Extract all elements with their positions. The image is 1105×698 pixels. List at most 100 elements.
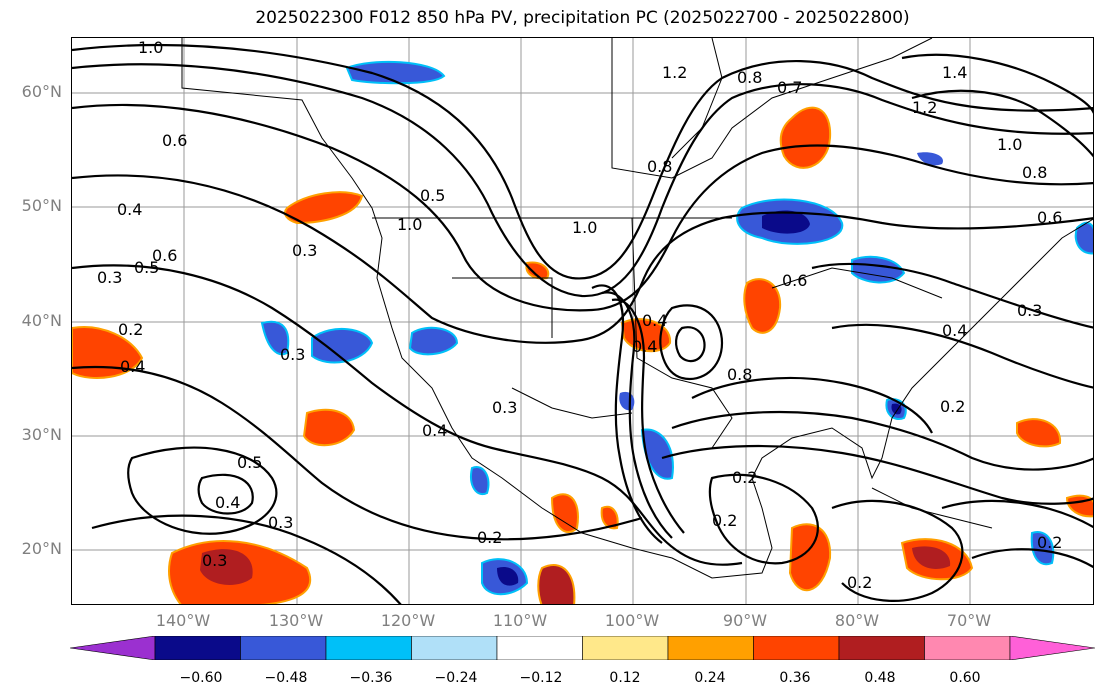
contour-label: 0.4 [422,421,447,440]
colorbar-segment [240,636,327,660]
contour-label: 0.2 [712,511,737,530]
pos-blob-ohio [743,278,782,334]
lon-label-70w: 70°W [946,611,992,630]
map-canvas: 1.0 1.2 0.8 0.7 1.4 1.2 1.0 0.8 0.6 0.5 … [72,38,1093,604]
colorbar-tick: 0.24 [694,670,726,686]
lat-label-60n: 60°N [21,82,62,101]
contour-label: 0.8 [727,365,752,384]
contour-label: 0.6 [162,131,187,150]
lat-label-40n: 40°N [21,311,62,330]
pos-blob-pac-mid [302,408,356,447]
pos-blob-mexico [550,493,579,534]
pos-blob-pac-south [537,563,576,604]
lon-label-100w: 100°W [604,611,660,630]
contour-label: 0.4 [632,337,657,356]
contour-label: 0.2 [732,468,757,487]
coastlines [181,38,1093,579]
lon-label-120w: 120°W [380,611,436,630]
contour-label: 1.4 [942,63,967,82]
neg-core-pac-south [497,566,519,586]
neg-blob-north [345,60,446,85]
contour-label: 0.8 [1022,163,1047,182]
contour-label: 1.2 [912,98,937,117]
pos-blob-pnw [284,191,364,225]
contour-label: 0.6 [782,271,807,290]
colorbar-segment [496,636,583,660]
neg-blob-gulf-ca [470,466,490,496]
colorbar-tick: −0.24 [434,670,478,686]
pos-blob-west-edge [72,326,144,379]
colorbar [70,636,1095,660]
contour-label: 0.2 [1037,533,1062,552]
pos-core-caribbean [912,546,951,569]
neg-blob-great-lakes [851,255,906,284]
contour-label: 0.3 [202,551,227,570]
pos-blob-atl [1016,418,1062,448]
pos-blob-central-am [788,523,832,592]
lat-label-30n: 30°N [21,425,62,444]
colorbar-segment [667,636,754,660]
contour-label: 1.0 [397,215,422,234]
pos-blob-mexico2 [600,505,619,530]
contour-labels: 1.0 1.2 0.8 0.7 1.4 1.2 1.0 0.8 0.6 0.5 … [97,38,1062,592]
contour-label: 0.3 [280,345,305,364]
contour-label: 0.4 [215,493,240,512]
contour-label: 1.0 [572,218,597,237]
colorbar-tick: 0.60 [949,670,981,686]
lon-label-90w: 90°W [722,611,768,630]
contour-label: 0.5 [420,186,445,205]
contour-label: 0.4 [117,200,142,219]
colorbar-segment [753,636,840,660]
neg-blob-texas [619,391,635,411]
lon-label-110w: 110°W [492,611,548,630]
map-panel: 1.0 1.2 0.8 0.7 1.4 1.2 1.0 0.8 0.6 0.5 … [71,37,1094,605]
lat-label-50n: 50°N [21,196,62,215]
contour-label: 0.8 [737,68,762,87]
neg-blob-east [1074,221,1093,255]
colorbar-segment [325,636,412,660]
contour-label: 0.3 [1017,301,1042,320]
contour-label: 1.2 [662,63,687,82]
map-title: 2025022300 F012 850 hPa PV, precipitatio… [255,8,910,28]
neg-core-sc [891,403,902,415]
colorbar-tick: 0.48 [864,670,896,686]
neg-core-hudson [762,210,810,234]
neg-blob-sw [408,326,459,356]
contour-label: 0.2 [118,320,143,339]
contour-label: 0.8 [647,157,672,176]
contour-label: 0.3 [492,398,517,417]
contour-label: 0.7 [777,78,802,97]
neg-blob-atl [1030,531,1055,566]
pos-blob-ne-canada [779,106,832,169]
contour-label: 0.6 [152,246,177,265]
colorbar-tick: 0.36 [779,670,811,686]
contour-label: 0.6 [1037,208,1062,227]
contour-label: 0.5 [134,258,159,277]
neg-blob-mid-atl [917,152,943,166]
colorbar-tick: −0.12 [519,670,563,686]
pos-core-pac-sw [200,549,253,585]
colorbar-tick: −0.36 [349,670,393,686]
graticule [72,38,1093,604]
lon-label-130w: 130°W [268,611,324,630]
contour-label: 1.0 [138,38,163,57]
colorbar-extend-high [1009,636,1095,660]
lat-label-20n: 20°N [21,539,62,558]
contour-label: 0.4 [642,311,667,330]
neg-blob-west-pac [260,320,290,356]
pv-contours [72,43,1093,604]
contour-label: 0.2 [847,573,872,592]
colorbar-extend-low [70,636,156,660]
colorbar-segment [411,636,498,660]
colorbar-segment [582,636,669,660]
contour-label: 0.2 [477,528,502,547]
colorbar-segment [154,636,241,660]
colorbar-tick: −0.60 [179,670,223,686]
lon-label-80w: 80°W [834,611,880,630]
colorbar-tick: −0.48 [264,670,308,686]
contour-label: 0.3 [292,241,317,260]
contour-label: 0.3 [97,268,122,287]
neg-blob-ca-coast [311,327,374,364]
colorbar-segment [924,636,1011,660]
lon-label-140w: 140°W [155,611,211,630]
